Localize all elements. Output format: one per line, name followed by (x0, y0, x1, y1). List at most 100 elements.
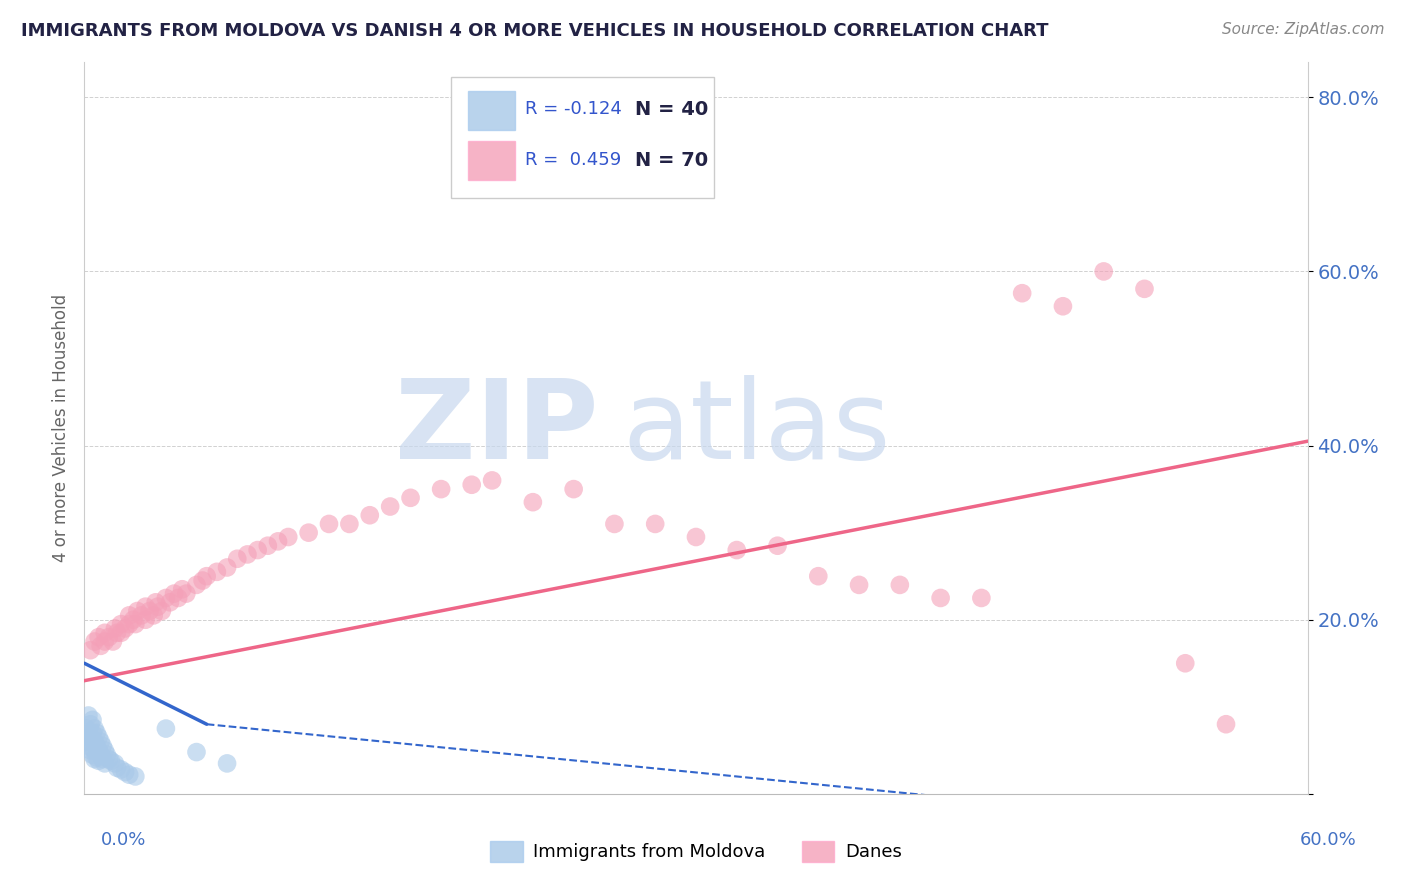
Point (110, 625, 132, 640)
Point (114, 765, 136, 780)
Point (87, 630, 110, 644)
Point (1052, 299, 1074, 313)
Point (100, 754, 122, 768)
Text: ZIP: ZIP (395, 375, 598, 482)
Point (562, 482, 585, 496)
Text: N = 70: N = 70 (636, 151, 709, 170)
Point (186, 745, 208, 759)
Point (104, 756, 127, 771)
Text: 60.0%: 60.0% (1301, 831, 1357, 849)
Point (87, 743, 110, 757)
Point (135, 599, 157, 614)
Point (889, 578, 911, 592)
Point (77, 708, 100, 723)
Point (135, 613, 157, 627)
Point (318, 516, 340, 531)
Point (725, 543, 748, 558)
Point (522, 495, 544, 509)
Point (82, 747, 104, 762)
Point (848, 578, 870, 592)
Point (159, 595, 181, 609)
Text: IMMIGRANTS FROM MOLDOVA VS DANISH 4 OR MORE VEHICLES IN HOUSEHOLD CORRELATION CH: IMMIGRANTS FROM MOLDOVA VS DANISH 4 OR M… (21, 22, 1049, 40)
Point (75, 722, 97, 736)
Point (644, 516, 666, 531)
Point (807, 569, 830, 583)
Point (1092, 264, 1115, 278)
Point (87, 731, 110, 745)
Y-axis label: 4 or more Vehicles in Household: 4 or more Vehicles in Household (52, 294, 70, 562)
Point (1215, 717, 1237, 731)
Point (150, 604, 173, 618)
Point (163, 586, 186, 600)
Point (277, 530, 299, 544)
Point (1133, 282, 1156, 296)
Point (75, 734, 97, 748)
Point (236, 548, 259, 562)
Point (142, 608, 165, 623)
Point (430, 482, 453, 496)
Point (191, 574, 214, 588)
Point (359, 508, 381, 523)
Point (79, 743, 101, 757)
Point (93, 634, 115, 648)
Point (82, 726, 104, 740)
Point (380, 500, 402, 514)
Point (101, 634, 124, 648)
Text: 0.0%: 0.0% (101, 831, 146, 849)
Point (104, 622, 127, 636)
Point (97, 630, 120, 644)
Point (77, 726, 100, 740)
Point (83, 743, 105, 757)
Point (90, 734, 112, 748)
Point (83, 734, 105, 748)
Point (131, 608, 153, 623)
Point (118, 608, 141, 623)
Point (174, 586, 197, 600)
Point (93, 743, 115, 757)
Point (138, 604, 160, 618)
FancyBboxPatch shape (451, 77, 714, 198)
Point (110, 617, 132, 632)
Point (481, 474, 503, 488)
Point (155, 722, 177, 736)
Point (96, 747, 118, 762)
Point (83, 722, 105, 736)
Point (86, 726, 108, 740)
Point (217, 560, 239, 574)
Point (83, 634, 105, 648)
Point (205, 565, 228, 579)
Point (246, 543, 269, 558)
Text: R = -0.124: R = -0.124 (524, 100, 621, 119)
Point (79, 643, 101, 657)
Point (339, 516, 361, 531)
Legend: Immigrants from Moldova, Danes: Immigrants from Moldova, Danes (482, 834, 910, 869)
Point (97, 752, 120, 766)
Point (79, 731, 101, 745)
Point (114, 622, 136, 636)
Point (461, 477, 484, 491)
Point (399, 491, 422, 505)
Point (267, 534, 290, 549)
FancyBboxPatch shape (468, 141, 515, 180)
Point (186, 578, 208, 592)
Point (83, 752, 105, 766)
Point (685, 530, 707, 544)
Point (91, 752, 114, 766)
Point (1011, 286, 1033, 301)
Point (105, 761, 128, 775)
Text: N = 40: N = 40 (636, 100, 709, 119)
Point (90, 747, 112, 762)
Point (226, 551, 249, 566)
Point (118, 617, 141, 632)
Point (105, 625, 128, 640)
Point (257, 539, 280, 553)
Point (217, 756, 239, 771)
Text: Source: ZipAtlas.com: Source: ZipAtlas.com (1222, 22, 1385, 37)
Point (124, 769, 146, 783)
Point (93, 756, 115, 771)
Point (118, 768, 141, 782)
Point (82, 734, 104, 748)
Point (167, 591, 190, 605)
Point (970, 591, 993, 605)
Text: atlas: atlas (623, 375, 891, 482)
